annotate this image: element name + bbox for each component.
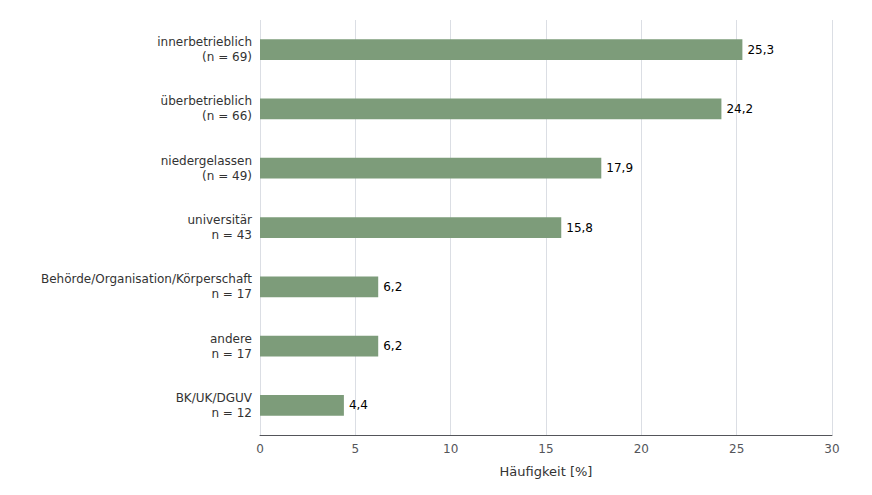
svg-text:(n = 66): (n = 66): [202, 109, 252, 123]
svg-text:andere: andere: [210, 332, 252, 346]
svg-text:25: 25: [729, 442, 744, 456]
svg-text:6,2: 6,2: [383, 339, 402, 353]
svg-text:überbetrieblich: überbetrieblich: [161, 94, 252, 108]
svg-text:20: 20: [634, 442, 649, 456]
svg-text:0: 0: [256, 442, 264, 456]
svg-text:n = 17: n = 17: [211, 287, 252, 301]
svg-text:n = 17: n = 17: [211, 347, 252, 361]
svg-text:(n = 49): (n = 49): [202, 169, 252, 183]
svg-text:15,8: 15,8: [566, 221, 593, 235]
svg-text:n = 43: n = 43: [211, 228, 252, 242]
svg-text:24,2: 24,2: [726, 102, 753, 116]
svg-text:15: 15: [538, 442, 553, 456]
svg-text:Häufigkeit [%]: Häufigkeit [%]: [500, 464, 593, 479]
svg-text:17,9: 17,9: [606, 161, 633, 175]
svg-text:30: 30: [824, 442, 839, 456]
svg-text:10: 10: [443, 442, 458, 456]
svg-text:4,4: 4,4: [349, 398, 368, 412]
svg-text:niedergelassen: niedergelassen: [161, 154, 252, 168]
svg-text:innerbetrieblich: innerbetrieblich: [157, 35, 252, 49]
svg-text:BK/UK/DGUV: BK/UK/DGUV: [176, 391, 253, 405]
svg-text:6,2: 6,2: [383, 280, 402, 294]
svg-text:Behörde/Organisation/Körpersch: Behörde/Organisation/Körperschaft: [41, 272, 252, 286]
svg-text:25,3: 25,3: [747, 43, 774, 57]
svg-text:n = 12: n = 12: [211, 406, 252, 420]
svg-text:5: 5: [352, 442, 360, 456]
svg-text:(n = 69): (n = 69): [202, 50, 252, 64]
svg-text:universitär: universitär: [187, 213, 252, 227]
